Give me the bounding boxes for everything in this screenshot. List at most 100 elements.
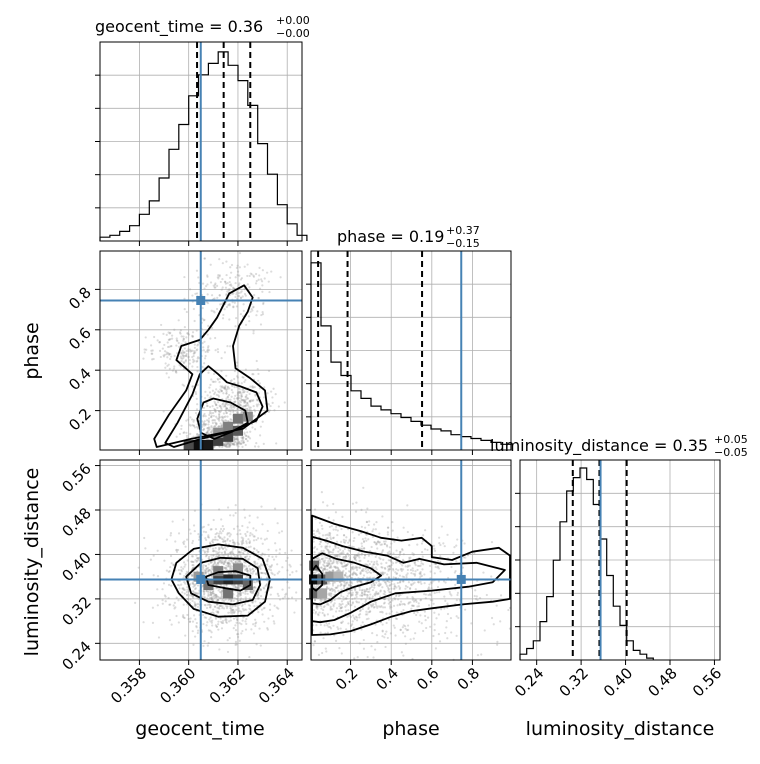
sample-point-phase-geocent <box>226 445 229 449</box>
sample-point-phase-geocent <box>247 315 251 318</box>
sample-point-distance-phase <box>369 593 372 596</box>
sample-point-distance-phase <box>340 652 343 655</box>
sample-point-distance-phase <box>382 602 386 605</box>
sample-point-phase-geocent <box>202 421 205 424</box>
sample-point-distance-geocent <box>210 567 213 570</box>
sample-point-distance-geocent <box>194 587 197 590</box>
sample-point-phase-geocent <box>236 264 239 267</box>
sample-point-distance-phase <box>332 548 335 551</box>
sample-point-distance-geocent <box>137 566 140 569</box>
sample-point-distance-geocent <box>224 598 227 601</box>
sample-point-distance-geocent <box>234 624 237 627</box>
sample-point-phase-geocent <box>223 443 226 446</box>
title-luminosity-distance: luminosity_distance = 0.35 <box>490 436 708 456</box>
sample-point-distance-geocent <box>254 621 258 624</box>
sample-point-distance-geocent <box>206 548 210 551</box>
sample-point-phase-geocent <box>240 411 243 415</box>
sample-point-phase-geocent <box>182 354 186 358</box>
sample-point-distance-geocent <box>267 548 270 551</box>
sample-point-distance-phase <box>354 615 358 618</box>
sample-point-distance-geocent <box>223 546 227 549</box>
sample-point-distance-phase <box>334 566 337 569</box>
sample-point-phase-geocent <box>229 276 232 279</box>
sample-point-phase-geocent <box>208 386 211 389</box>
sample-point-distance-geocent <box>236 618 239 621</box>
sample-point-phase-geocent <box>206 431 209 434</box>
sample-point-distance-geocent <box>245 567 248 571</box>
sample-point-phase-geocent <box>169 352 172 356</box>
sample-point-phase-geocent <box>202 428 205 431</box>
sample-point-distance-phase <box>496 640 499 643</box>
sample-point-phase-geocent <box>221 425 224 428</box>
sample-point-phase-geocent <box>248 409 251 412</box>
sample-point-phase-geocent <box>227 398 230 401</box>
sample-point-phase-geocent <box>179 365 182 368</box>
sample-point-distance-geocent <box>192 524 196 527</box>
sample-point-distance-geocent <box>254 600 257 603</box>
truth-marker-2-0 <box>196 574 206 584</box>
sample-point-distance-geocent <box>211 538 214 541</box>
sample-point-distance-geocent <box>220 560 224 563</box>
sample-point-phase-geocent <box>246 431 249 434</box>
sample-point-phase-geocent <box>224 384 227 388</box>
sample-point-distance-phase <box>402 624 405 627</box>
sample-point-distance-geocent <box>201 595 204 598</box>
sample-point-phase-geocent <box>234 276 237 279</box>
sample-point-distance-phase <box>358 580 361 583</box>
sample-point-phase-geocent <box>249 400 252 403</box>
sample-point-phase-geocent <box>214 380 217 383</box>
sample-point-distance-geocent <box>204 571 207 574</box>
sample-point-phase-geocent <box>162 355 166 358</box>
sample-point-distance-geocent <box>226 562 229 565</box>
sample-point-distance-phase <box>414 570 417 573</box>
sample-point-distance-phase <box>406 572 409 575</box>
sample-point-phase-geocent <box>259 323 263 326</box>
sample-point-distance-geocent <box>190 560 194 563</box>
sample-point-distance-phase <box>362 540 366 544</box>
sample-point-distance-geocent <box>220 604 223 608</box>
sample-point-distance-phase <box>355 595 358 599</box>
sample-point-distance-phase <box>496 643 499 646</box>
sample-point-distance-phase <box>434 565 437 569</box>
sample-point-distance-geocent <box>249 572 252 575</box>
sample-point-distance-geocent <box>277 607 280 610</box>
sample-point-phase-geocent <box>221 445 224 449</box>
sample-point-distance-phase <box>358 616 361 619</box>
sample-point-distance-phase <box>391 529 394 532</box>
sample-point-distance-phase <box>313 545 316 549</box>
sample-point-phase-geocent <box>217 395 221 398</box>
sample-point-distance-phase <box>364 613 368 616</box>
sample-point-distance-phase <box>373 540 376 544</box>
sample-point-distance-phase <box>390 606 393 609</box>
sample-point-phase-geocent <box>203 397 207 400</box>
sample-point-distance-geocent <box>239 613 242 616</box>
sample-point-distance-geocent <box>183 588 186 592</box>
sample-point-distance-phase <box>323 572 326 575</box>
sample-point-distance-phase <box>401 626 404 629</box>
sample-point-phase-geocent <box>196 365 199 369</box>
sample-point-distance-geocent <box>152 574 155 577</box>
sample-point-distance-phase <box>350 624 353 627</box>
sample-point-distance-geocent <box>227 598 230 601</box>
sample-point-distance-phase <box>340 588 343 591</box>
sample-point-distance-geocent <box>222 561 225 564</box>
sample-point-distance-phase <box>399 628 402 632</box>
sample-point-phase-geocent <box>193 343 196 346</box>
sample-point-distance-phase <box>313 598 317 601</box>
sample-point-distance-phase <box>326 564 330 567</box>
sample-point-distance-geocent <box>224 553 228 556</box>
sample-point-distance-geocent <box>195 591 198 595</box>
sample-point-distance-phase <box>343 584 346 587</box>
sample-point-phase-geocent <box>203 257 206 260</box>
sample-point-distance-phase <box>381 571 384 574</box>
sample-point-distance-phase <box>332 519 335 522</box>
sample-point-distance-geocent <box>205 589 208 593</box>
sample-point-phase-geocent <box>217 378 220 381</box>
sample-point-distance-geocent <box>258 565 261 568</box>
sample-point-distance-geocent <box>226 533 229 536</box>
sample-point-phase-geocent <box>239 296 243 300</box>
sample-point-distance-geocent <box>241 603 244 607</box>
sample-point-distance-geocent <box>242 609 245 612</box>
sample-point-distance-geocent <box>213 549 216 552</box>
sample-point-distance-geocent <box>233 547 237 550</box>
